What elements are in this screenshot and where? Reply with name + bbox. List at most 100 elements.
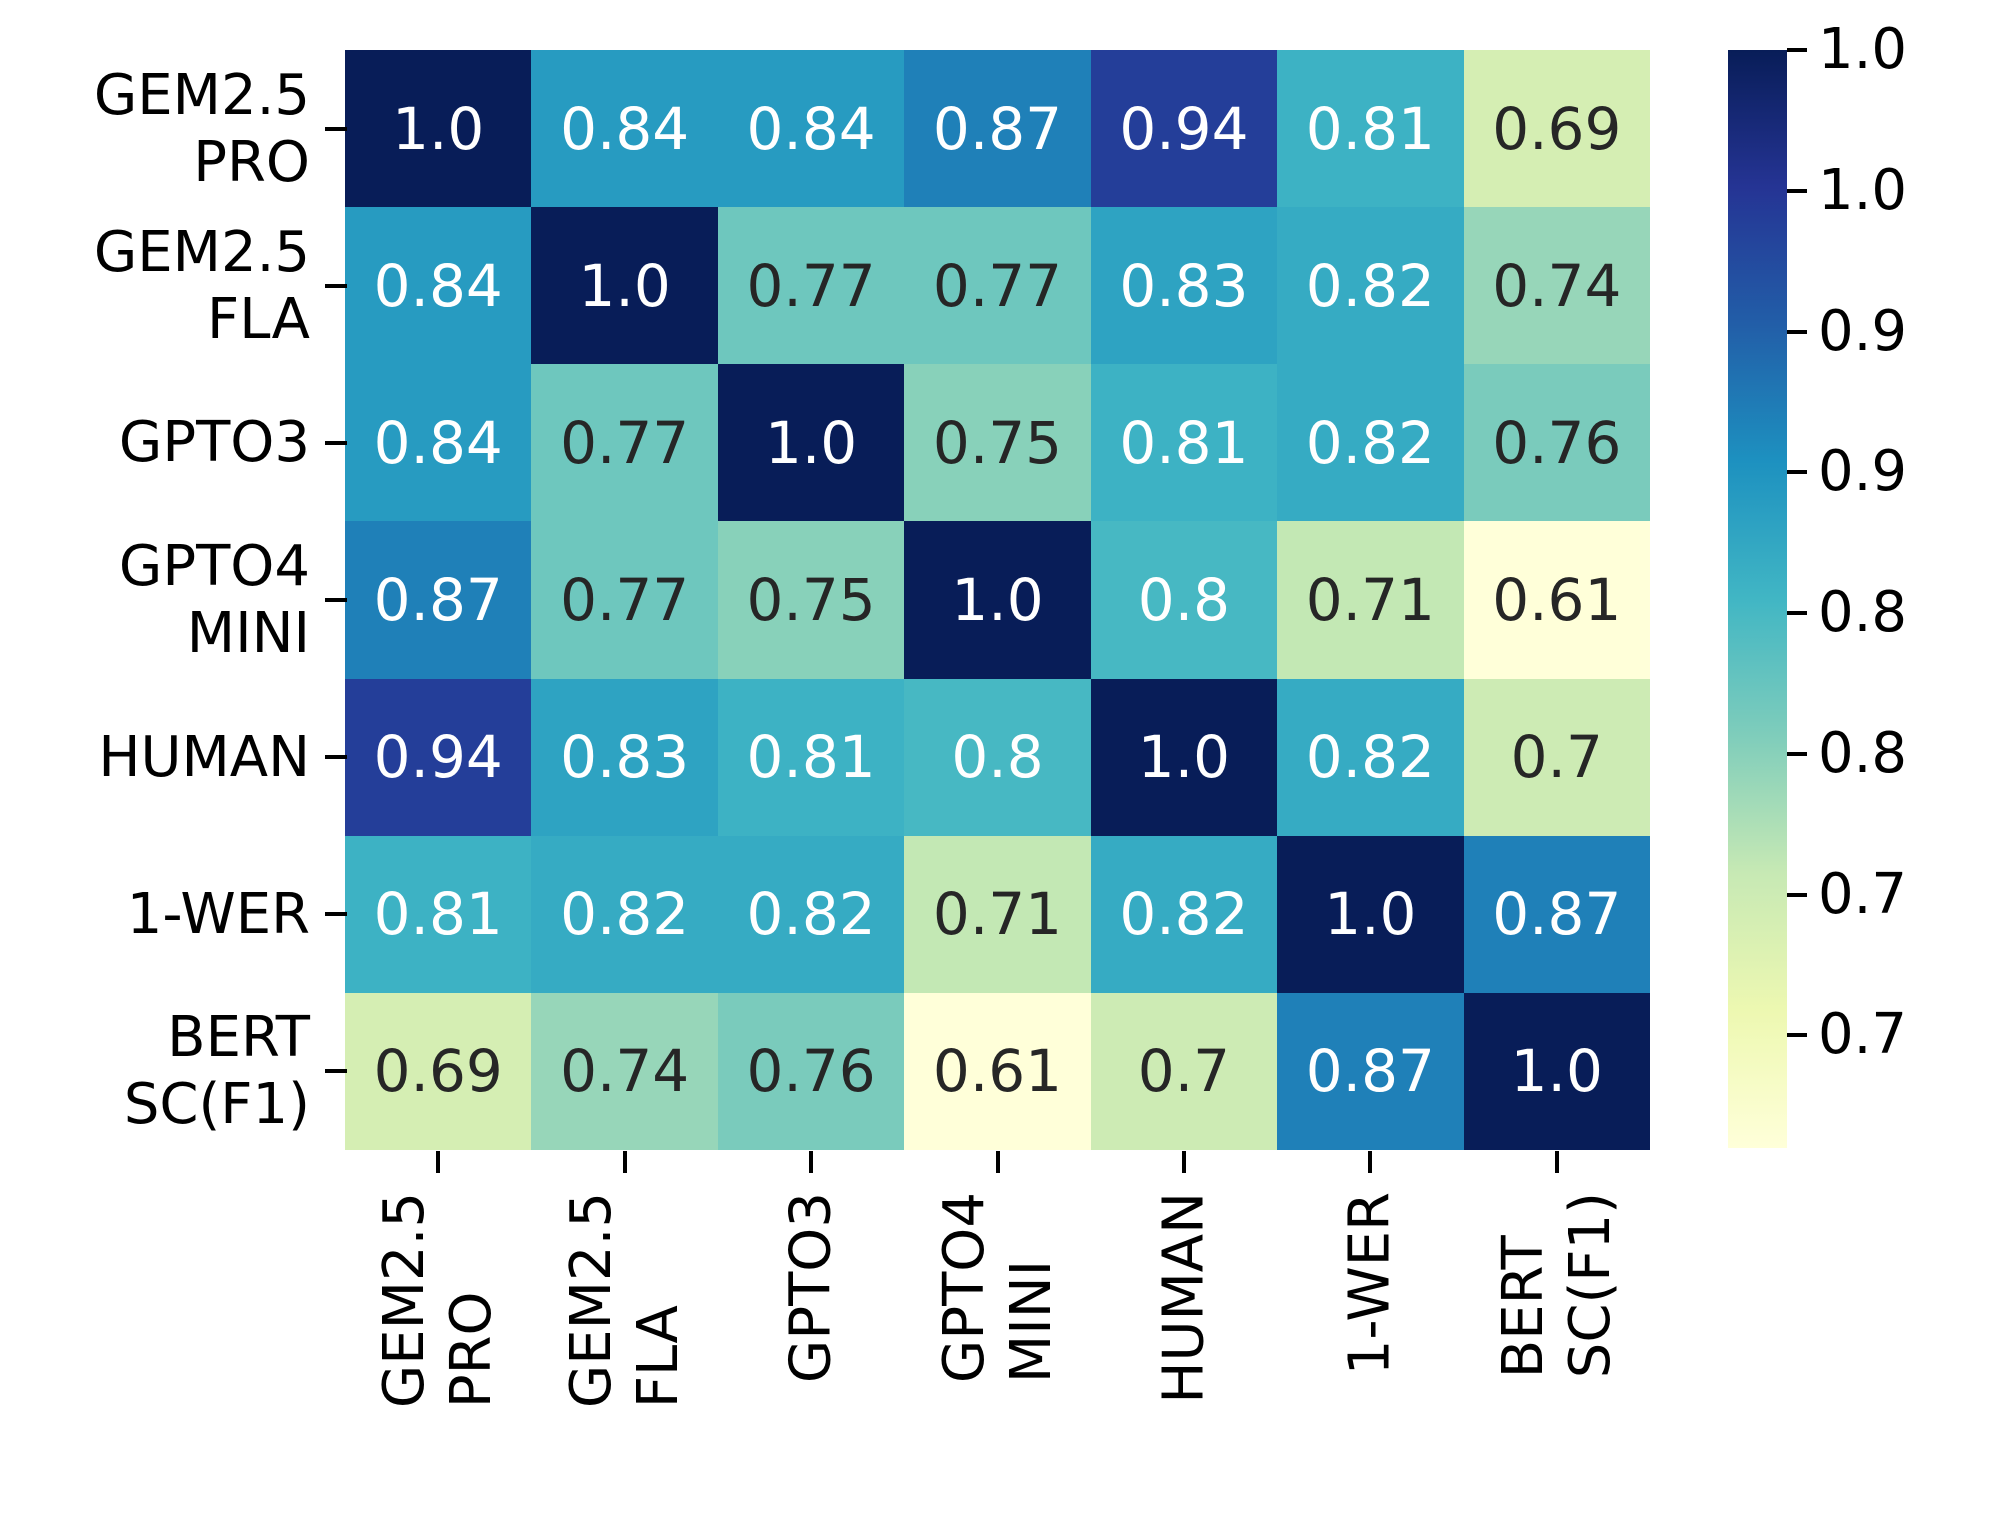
x-tick-mark [436, 1151, 441, 1173]
cell-value: 0.82 [746, 880, 876, 949]
heatmap-cell: 0.81 [717, 678, 905, 836]
heatmap-cell: 0.75 [904, 364, 1091, 522]
heatmap-cell: 0.81 [345, 835, 532, 993]
cell-value: 0.61 [1492, 565, 1622, 634]
row-label: GPTO4 MINI [118, 533, 310, 666]
colorbar-tick-mark [1787, 611, 1807, 616]
x-tick-mark [1554, 1151, 1559, 1173]
colorbar-tick-label: 0.8 [1818, 580, 1908, 646]
cell-value: 0.77 [932, 251, 1063, 320]
heatmap-cell: 0.82 [1277, 678, 1464, 836]
cell-value: 0.61 [932, 1037, 1063, 1106]
cell-value: 0.84 [746, 94, 876, 163]
cell-value: 0.71 [1305, 565, 1435, 634]
heatmap-cell: 1.0 [1090, 678, 1278, 836]
x-tick-mark [995, 1151, 1000, 1173]
heatmap-cell: 0.81 [1090, 364, 1278, 522]
cell-value: 0.83 [560, 723, 690, 792]
y-tick-mark [325, 126, 347, 131]
colorbar-tick-mark [1787, 329, 1807, 334]
colorbar-tick-label: 0.8 [1818, 720, 1908, 786]
cell-value: 0.84 [560, 94, 690, 163]
cell-value: 0.8 [951, 723, 1044, 792]
cell-value: 1.0 [392, 94, 485, 163]
cell-value: 0.76 [1492, 408, 1622, 477]
cell-value: 0.87 [373, 565, 503, 634]
colorbar-tick-mark [1787, 751, 1807, 756]
cell-value: 0.87 [932, 94, 1063, 163]
cell-value: 0.82 [1119, 880, 1249, 949]
heatmap-cell: 1.0 [717, 364, 905, 522]
heatmap-cell: 0.77 [904, 207, 1091, 365]
heatmap-grid: 1.0 0.84 0.84 0.87 0.94 0.81 0.69 0.84 1.0 0.77 0.… [345, 50, 1650, 1150]
y-tick-mark [325, 598, 347, 602]
heatmap-cell: 0.69 [1463, 50, 1650, 208]
cell-value: 0.83 [1119, 251, 1249, 320]
col-label: BERT SC(F1) [1490, 1192, 1623, 1379]
cell-value: 0.81 [373, 880, 503, 949]
heatmap-cell: 0.87 [345, 521, 532, 679]
colorbar-tick-mark [1787, 470, 1807, 475]
cell-value: 0.74 [1492, 251, 1622, 320]
colorbar-tick-label: 0.9 [1818, 439, 1908, 505]
cell-value: 0.8 [1137, 565, 1231, 634]
cell-value: 0.77 [560, 408, 690, 477]
cell-value: 0.69 [373, 1037, 503, 1106]
colorbar-tick-label: 0.7 [1818, 861, 1908, 927]
heatmap-cell: 0.7 [1463, 678, 1650, 836]
heatmap-cell: 0.77 [531, 521, 718, 679]
heatmap-cell: 0.84 [717, 50, 905, 208]
heatmap-cell: 0.8 [1090, 521, 1278, 679]
heatmap-cell: 0.69 [345, 992, 532, 1150]
heatmap-cell: 0.7 [1090, 992, 1278, 1150]
heatmap-cell: 0.76 [717, 992, 905, 1150]
heatmap-cell: 0.75 [717, 521, 905, 679]
col-label: GPTO4 MINI [931, 1192, 1064, 1384]
cell-value: 0.84 [373, 251, 503, 320]
heatmap-cell: 0.84 [531, 50, 718, 208]
heatmap-cell: 1.0 [1277, 835, 1464, 993]
x-tick-mark [809, 1151, 814, 1173]
cell-value: 0.77 [746, 251, 876, 320]
cell-value: 0.7 [1510, 723, 1603, 792]
cell-value: 1.0 [1324, 880, 1417, 949]
heatmap-cell: 0.94 [1090, 50, 1278, 208]
col-label: GPTO3 [778, 1192, 844, 1384]
col-label: HUMAN [1151, 1192, 1217, 1404]
colorbar-tick-mark [1787, 48, 1807, 52]
cell-value: 0.7 [1137, 1037, 1231, 1106]
cell-value: 0.81 [1119, 408, 1249, 477]
row-label: BERT SC(F1) [123, 1005, 310, 1138]
heatmap-cell: 0.77 [531, 364, 718, 522]
heatmap-cell: 0.76 [1463, 364, 1650, 522]
heatmap-cell: 0.82 [717, 835, 905, 993]
heatmap-cell: 0.74 [531, 992, 718, 1150]
cell-value: 1.0 [578, 251, 671, 320]
cell-value: 0.82 [1305, 723, 1435, 792]
x-tick-mark [1368, 1151, 1373, 1173]
cell-value: 0.84 [373, 408, 503, 477]
cell-value: 0.75 [932, 408, 1063, 477]
colorbar [1728, 50, 1787, 1148]
cell-value: 1.0 [764, 408, 858, 477]
row-label: HUMAN [98, 724, 310, 790]
heatmap-cell: 0.82 [1277, 207, 1464, 365]
x-tick-mark [1181, 1151, 1186, 1173]
heatmap-cell: 0.94 [345, 678, 532, 836]
row-label: GEM2.5 PRO [93, 62, 310, 195]
heatmap-cell: 0.84 [345, 207, 532, 365]
cell-value: 0.94 [1119, 94, 1249, 163]
cell-value: 0.71 [932, 880, 1063, 949]
heatmap-cell: 1.0 [531, 207, 718, 365]
heatmap-cell: 0.81 [1277, 50, 1464, 208]
cell-value: 0.87 [1305, 1037, 1435, 1106]
heatmap-cell: 1.0 [1463, 992, 1650, 1150]
cell-value: 0.87 [1492, 880, 1622, 949]
colorbar-tick-label: 1.0 [1818, 17, 1908, 82]
heatmap-cell: 0.74 [1463, 207, 1650, 365]
heatmap-cell: 0.77 [717, 207, 905, 365]
y-tick-mark [325, 283, 347, 288]
colorbar-tick-mark [1787, 1033, 1807, 1038]
